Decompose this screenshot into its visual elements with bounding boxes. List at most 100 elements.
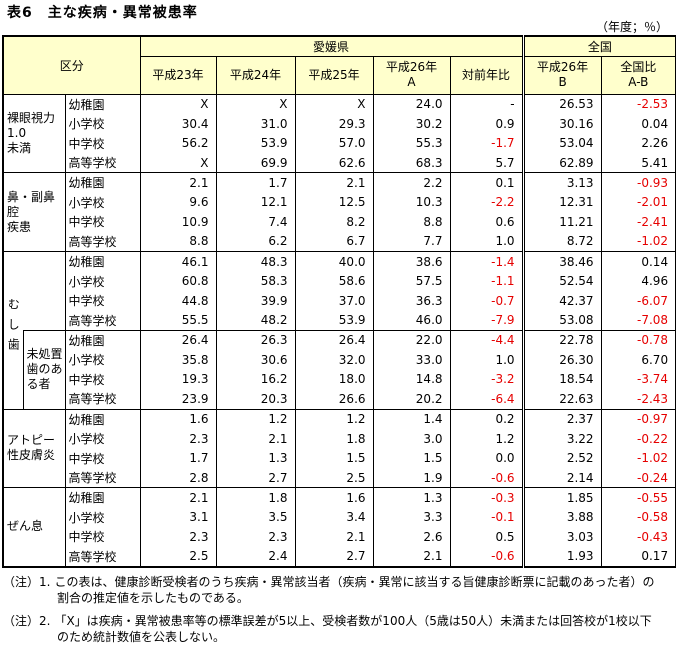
value-cell: 26.4 xyxy=(294,329,374,350)
value-cell: 0.14 xyxy=(600,251,676,272)
header-col-yoy: 対前年比 xyxy=(449,55,524,95)
value-cell: 7.4 xyxy=(215,212,296,232)
value-cell: 22.63 xyxy=(521,389,602,409)
value-cell: 22.0 xyxy=(372,329,451,350)
value-cell: 3.0 xyxy=(372,428,451,449)
value-cell: 26.30 xyxy=(521,349,602,370)
table-row: 高等学校 X 69.9 62.6 68.3 5.7 62.89 5.41 xyxy=(3,153,676,173)
value-cell: 7.7 xyxy=(372,231,451,252)
value-cell: 24.0 xyxy=(372,93,451,114)
value-cell: 1.6 xyxy=(294,487,374,508)
value-cell: 36.3 xyxy=(372,290,451,311)
spacer-cell xyxy=(23,251,66,331)
table-row: 未処置歯のある者 幼稚園 26.4 26.3 26.4 22.0 -4.4 22.78 -0.7… xyxy=(3,329,676,409)
value-cell: 8.72 xyxy=(521,231,602,252)
value-cell: -1.1 xyxy=(449,271,524,291)
table-row: 小学校 30.4 31.0 29.3 30.2 0.9 30.16 0.04 xyxy=(3,113,676,134)
note-2-prefix: （注）2. xyxy=(3,613,51,628)
value-cell: 37.0 xyxy=(294,290,374,311)
value-cell: -0.6 xyxy=(449,468,524,488)
value-cell: 44.8 xyxy=(139,290,217,311)
header-col-national-diff: 全国比 A-B xyxy=(600,55,676,95)
note-2-line1: 「X」は疾病・異常被患率等の標準誤差が5以上、受検者数が100人（5歳は50人）… xyxy=(54,613,652,628)
school-label: 高等学校 xyxy=(64,153,141,173)
value-cell: 62.6 xyxy=(294,153,374,173)
note-2-line2: のため統計数値を公表しない。 xyxy=(57,629,226,644)
table-row: 鼻・副鼻腔 疾患 幼稚園 2.1 1.7 2.1 2.2 0.1 3.13 -0.93 xyxy=(2,172,676,252)
table-row: 小学校 9.6 12.1 12.5 10.3 -2.2 12.31 -2.01 xyxy=(3,192,676,213)
value-cell: 46.1 xyxy=(139,251,217,272)
value-cell: 26.53 xyxy=(521,93,602,114)
value-cell: 2.1 xyxy=(294,172,374,193)
value-cell: 20.3 xyxy=(215,389,296,409)
header-region-national: 全国 xyxy=(521,35,676,57)
value-cell: 2.2 xyxy=(372,172,451,193)
value-cell: 2.52 xyxy=(521,448,602,469)
value-cell: 1.85 xyxy=(521,487,602,508)
table-row: 高等学校 55.5 48.2 53.9 46.0 -7.9 53.08 -7.08 xyxy=(3,310,676,331)
value-cell: 0.04 xyxy=(600,113,676,134)
value-cell: 1.5 xyxy=(294,448,374,469)
disease-label: ぜん息 xyxy=(2,487,66,567)
school-label: 幼稚園 xyxy=(64,172,141,193)
value-cell: 0.0 xyxy=(449,448,524,469)
value-cell: -0.7 xyxy=(449,290,524,311)
value-cell: -3.74 xyxy=(600,369,676,390)
value-cell: 20.2 xyxy=(372,389,451,409)
table-row: 中学校 2.3 2.3 2.1 2.6 0.5 3.03 -0.43 xyxy=(3,527,676,547)
value-cell: 10.9 xyxy=(139,212,217,232)
table-row: 高等学校 8.8 6.2 6.7 7.7 1.0 8.72 -1.02 xyxy=(3,231,676,252)
school-label: 小学校 xyxy=(64,507,141,528)
table-row: アトピー 性皮膚炎 幼稚園 1.6 1.2 1.2 1.4 0.2 2.37 -0.97 xyxy=(2,408,676,488)
value-cell: 1.3 xyxy=(372,487,451,508)
table-row: 高等学校 23.9 20.3 26.6 20.2 -6.4 22.63 -2.43 xyxy=(3,389,676,409)
school-label: 幼稚園 xyxy=(64,487,141,508)
value-cell: 10.3 xyxy=(372,192,451,213)
value-cell: 1.5 xyxy=(372,448,451,469)
school-label: 中学校 xyxy=(64,133,141,154)
page-title: 表6 主な疾病・異常被患率 xyxy=(7,5,198,21)
note-2: （注）2. 「X」は疾病・異常被患率等の標準誤差が5以上、受検者数が100人（5歳… xyxy=(3,613,672,645)
header-kubun: 区分 xyxy=(2,35,141,95)
value-cell: -0.3 xyxy=(449,487,524,508)
value-cell: -0.55 xyxy=(600,487,676,508)
value-cell: -2.43 xyxy=(600,389,676,409)
table-row: 小学校 35.8 30.6 32.0 33.0 1.0 26.30 6.70 xyxy=(3,349,676,370)
value-cell: 23.9 xyxy=(139,389,217,409)
value-cell: 1.4 xyxy=(372,408,451,429)
school-label: 小学校 xyxy=(64,271,141,291)
value-cell: 2.5 xyxy=(294,468,374,488)
value-cell: 2.7 xyxy=(215,468,296,488)
value-cell: 1.3 xyxy=(215,448,296,469)
school-label: 高等学校 xyxy=(64,231,141,252)
disease-label: アトピー 性皮膚炎 xyxy=(2,408,66,488)
value-cell: 0.6 xyxy=(449,212,524,232)
value-cell: 2.1 xyxy=(215,428,296,449)
value-cell: 6.70 xyxy=(600,349,676,370)
value-cell: 2.14 xyxy=(521,468,602,488)
value-cell: 2.1 xyxy=(139,172,217,193)
value-cell: 22.78 xyxy=(521,329,602,350)
value-cell: 1.8 xyxy=(294,428,374,449)
header-row-regions: 区分 愛媛県 全国 xyxy=(2,35,676,95)
value-cell: 46.0 xyxy=(372,310,451,331)
value-cell: 2.1 xyxy=(372,546,451,567)
value-cell: 26.3 xyxy=(215,329,296,350)
header-col-h26a: 平成26年 A xyxy=(372,55,451,95)
value-cell: 31.0 xyxy=(215,113,296,134)
value-cell: 53.9 xyxy=(294,310,374,331)
value-cell: 57.0 xyxy=(294,133,374,154)
value-cell: 2.6 xyxy=(372,527,451,547)
value-cell: 1.0 xyxy=(449,349,524,370)
value-cell: 52.54 xyxy=(521,271,602,291)
note-1: （注）1. この表は、健康診断受検者のうち疾病・異常該当者（疾病・異常に該当する旨… xyxy=(3,574,672,606)
header-col-h25: 平成25年 xyxy=(294,55,374,95)
table-row: 中学校 1.7 1.3 1.5 1.5 0.0 2.52 -1.02 xyxy=(3,448,676,469)
value-cell: 3.88 xyxy=(521,507,602,528)
value-cell: -7.08 xyxy=(600,310,676,331)
subgroup-label: 未処置歯のある者 xyxy=(22,329,66,409)
school-label: 幼稚園 xyxy=(64,93,141,114)
value-cell: -1.02 xyxy=(600,231,676,252)
value-cell: 57.5 xyxy=(372,271,451,291)
value-cell: 55.3 xyxy=(372,133,451,154)
